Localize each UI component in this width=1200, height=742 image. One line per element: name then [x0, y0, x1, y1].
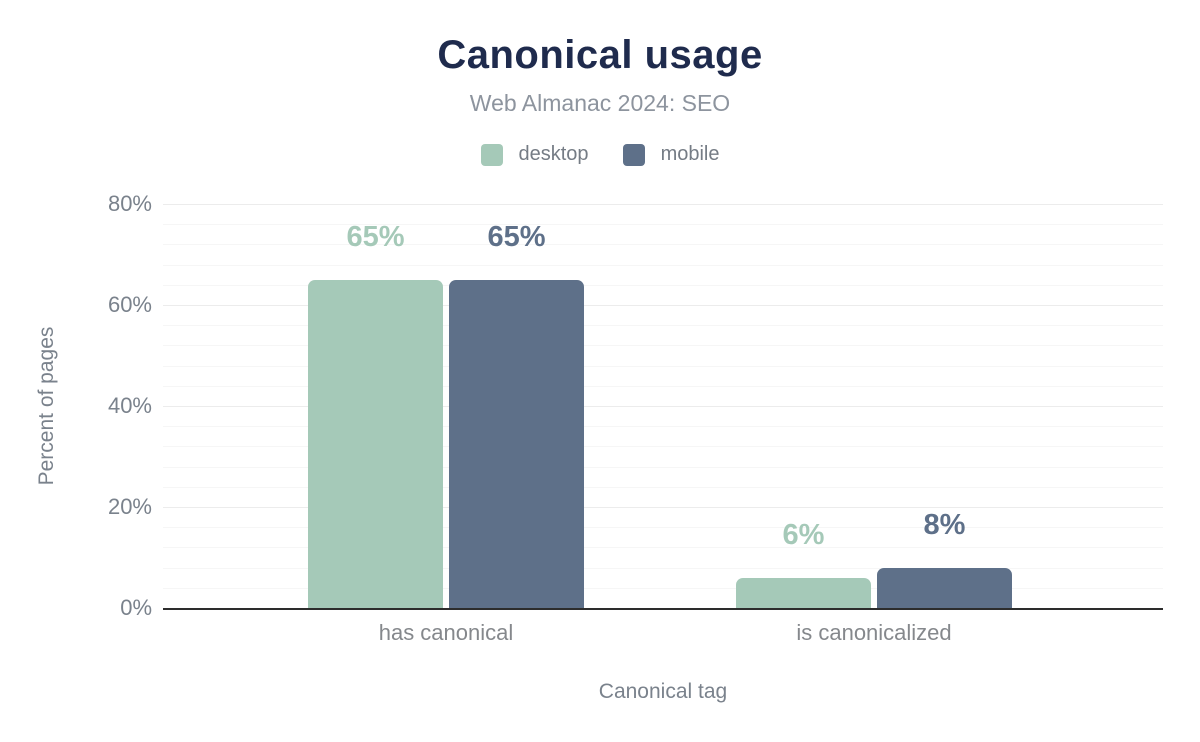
value-label-desktop-has-canonical: 65%: [346, 220, 405, 253]
bar-mobile-is-canonicalized[interactable]: [877, 567, 1012, 608]
bar-desktop-is-canonicalized[interactable]: [736, 577, 871, 608]
gridline-minor: [163, 244, 1163, 246]
mobile-swatch-icon: [622, 143, 645, 166]
gridline-minor: [163, 587, 1163, 589]
chart-subtitle: Web Almanac 2024: SEO: [469, 90, 731, 116]
bar-desktop-has-canonical[interactable]: [308, 279, 443, 608]
gridline-minor: [163, 264, 1163, 266]
gridline-major: [163, 406, 1163, 407]
gridline-minor: [163, 224, 1163, 226]
y-tick-label: 20%: [107, 494, 152, 519]
y-tick-label: 80%: [107, 191, 152, 216]
y-tick-label: 40%: [107, 393, 152, 418]
gridline-minor: [163, 426, 1163, 428]
gridline-major: [163, 507, 1163, 508]
legend-item-desktop[interactable]: desktop: [480, 143, 589, 166]
y-tick-label: 0%: [120, 595, 152, 620]
x-axis-title: Canonical tag: [598, 680, 728, 703]
gridline-major: [163, 204, 1163, 205]
legend-label-mobile: mobile: [660, 143, 720, 165]
x-category-label-has-canonical: has canonical: [378, 620, 514, 645]
gridline-minor: [163, 567, 1163, 569]
gridline-minor: [163, 284, 1163, 286]
value-label-mobile-is-canonicalized: 8%: [923, 508, 966, 541]
gridline-minor: [163, 325, 1163, 327]
desktop-swatch-icon: [480, 143, 503, 166]
legend-item-mobile[interactable]: mobile: [622, 143, 720, 166]
gridline-minor: [163, 547, 1163, 549]
value-label-desktop-is-canonicalized: 6%: [782, 518, 825, 551]
plot-area: 65% 65% 6% 8%: [163, 204, 1163, 610]
chart-title: Canonical usage: [437, 33, 763, 77]
value-label-mobile-has-canonical: 65%: [487, 220, 546, 253]
bar-mobile-has-canonical[interactable]: [449, 279, 584, 608]
gridline-minor: [163, 466, 1163, 468]
gridline-minor: [163, 527, 1163, 529]
gridline-minor: [163, 446, 1163, 448]
x-category-label-is-canonicalized: is canonicalized: [796, 620, 952, 645]
gridline-minor: [163, 345, 1163, 347]
gridline-minor: [163, 385, 1163, 387]
y-tick-label: 60%: [107, 292, 152, 317]
legend-label-desktop: desktop: [518, 143, 589, 165]
gridline-minor: [163, 365, 1163, 367]
legend: desktop mobile: [0, 143, 1200, 166]
gridline-major: [163, 305, 1163, 306]
gridline-minor: [163, 486, 1163, 488]
